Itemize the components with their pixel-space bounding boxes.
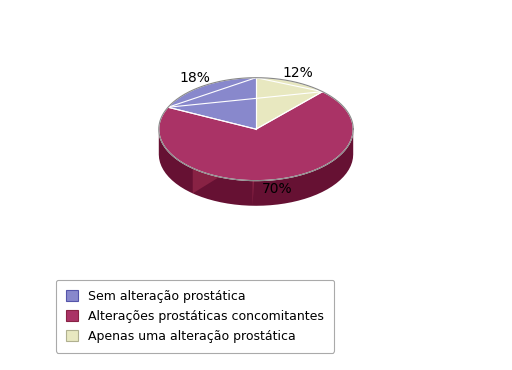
Polygon shape — [159, 130, 353, 206]
Polygon shape — [193, 129, 256, 194]
Text: 70%: 70% — [262, 182, 293, 196]
Polygon shape — [256, 78, 323, 129]
Text: 18%: 18% — [179, 71, 210, 85]
Polygon shape — [159, 92, 353, 181]
Legend: Sem alteração prostática, Alterações prostáticas concomitantes, Apenas uma alter: Sem alteração prostática, Alterações pro… — [56, 280, 334, 353]
Polygon shape — [168, 78, 256, 129]
Polygon shape — [252, 129, 256, 206]
Text: 12%: 12% — [283, 66, 314, 80]
